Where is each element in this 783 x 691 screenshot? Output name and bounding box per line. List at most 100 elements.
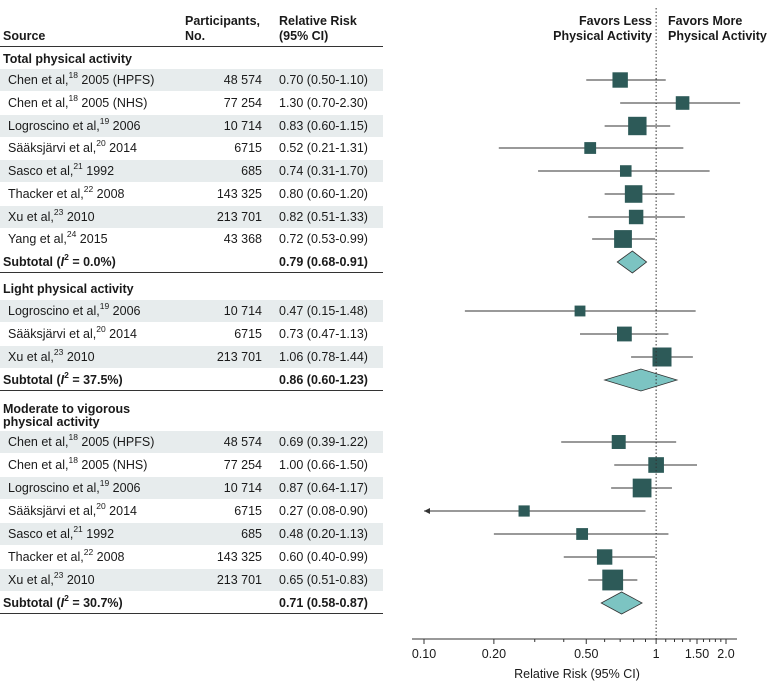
participants-count: 213 701 — [216, 210, 262, 224]
group-title: Total physical activity — [3, 53, 132, 66]
subtotal-diamond — [603, 368, 679, 392]
study-detail: 2005 (HPFS) — [77, 73, 155, 87]
subtotal-prefix: Subtotal ( — [3, 373, 61, 387]
subtotal-label: Subtotal (I2 = 37.5%) — [3, 371, 123, 387]
participants-count: 143 325 — [216, 187, 262, 201]
table-row: Sääksjärvi et al,20 2014 6715 0.27 (0.08-0… — [0, 500, 383, 522]
subtotal-prefix: Subtotal ( — [3, 255, 61, 269]
table-row: Chen et al,18 2005 (HPFS) 48 574 0.69 (0.3… — [0, 431, 383, 453]
point-estimate-square — [574, 305, 586, 317]
relative-risk-ci: 0.70 (0.50-1.10) — [279, 73, 368, 87]
subtotal-row: Subtotal (I2 = 30.7%) 0.71 (0.58-0.87) — [0, 592, 383, 614]
i2-superscript: 2 — [64, 593, 69, 604]
subtotal-label: Subtotal (I2 = 0.0%) — [3, 253, 116, 269]
study-source: Sääksjärvi et al,20 2014 — [8, 138, 137, 155]
study-detail: 2006 — [109, 481, 141, 495]
point-estimate-square — [602, 569, 624, 591]
study-author: Chen et al, — [8, 73, 69, 87]
relative-risk-ci: 1.30 (0.70-2.30) — [279, 96, 368, 110]
participants-count: 77 254 — [223, 96, 262, 110]
subtotal-label: Subtotal (I2 = 30.7%) — [3, 593, 123, 610]
study-source: Logroscino et al,19 2006 — [8, 301, 140, 318]
header-divider — [0, 46, 383, 47]
study-detail: 2014 — [105, 327, 137, 341]
reference-superscript: 19 — [99, 301, 110, 312]
x-tick-label: 2.0 — [717, 647, 734, 661]
relative-risk-header: Relative Risk (95% CI) — [279, 14, 357, 44]
relative-risk-ci: 0.60 (0.40-0.99) — [279, 550, 368, 564]
study-detail: 2015 — [76, 232, 108, 246]
study-author: Logroscino et al, — [8, 119, 100, 133]
subtotal-row: Subtotal (I2 = 37.5%) 0.86 (0.60-1.23) — [0, 369, 383, 391]
point-estimate-square — [576, 528, 589, 540]
point-estimate-square — [616, 326, 632, 342]
reference-superscript: 21 — [73, 161, 83, 172]
study-author: Chen et al, — [8, 96, 69, 110]
study-detail: 2008 — [93, 550, 125, 564]
participants-count: 48 574 — [223, 73, 262, 87]
subtotal-diamond — [600, 591, 643, 615]
reference-superscript: 19 — [99, 478, 110, 489]
participants-count: 10 714 — [223, 304, 262, 318]
table-row: Xu et al,23 2010 213 701 1.06 (0.78-1.44) — [0, 346, 383, 368]
reference-superscript: 23 — [53, 347, 64, 358]
x-tick-label: 0.50 — [574, 647, 598, 661]
point-estimate-square — [518, 505, 530, 517]
point-estimate-square — [628, 209, 644, 225]
favors-less-line2: Physical Activity — [553, 29, 652, 43]
table-row: Sasco et al,21 1992 685 0.48 (0.20-1.13) — [0, 523, 383, 545]
table-row: Logroscino et al,19 2006 10 714 0.87 (0.64… — [0, 477, 383, 499]
relative-risk-ci: 0.74 (0.31-1.70) — [279, 164, 368, 178]
participants-count: 43 368 — [223, 232, 262, 246]
relative-risk-ci: 0.72 (0.53-0.99) — [279, 232, 368, 246]
source-header: Source — [3, 29, 46, 43]
study-source: Sääksjärvi et al,20 2014 — [8, 325, 137, 341]
point-estimate-square — [619, 165, 632, 177]
subtotal-prefix: Subtotal ( — [3, 596, 61, 610]
relative-risk-header-line2: (95% CI) — [279, 29, 329, 43]
reference-superscript: 18 — [68, 432, 78, 443]
table-row: Logroscino et al,19 2006 10 714 0.83 (0.60… — [0, 115, 383, 137]
study-author: Chen et al, — [8, 435, 69, 449]
relative-risk-ci: 0.73 (0.47-1.13) — [279, 327, 368, 341]
study-source: Yang et al,24 2015 — [8, 229, 108, 246]
study-source: Chen et al,18 2005 (NHS) — [8, 93, 148, 110]
table-row: Chen et al,18 2005 (HPFS) 48 574 0.70 (0.5… — [0, 69, 383, 91]
study-detail: 2005 (NHS) — [77, 96, 148, 110]
table-row: Thacker et al,22 2008 143 325 0.80 (0.60-1… — [0, 183, 383, 205]
study-source: Sasco et al,21 1992 — [8, 525, 115, 541]
study-author: Thacker et al, — [8, 550, 84, 564]
reference-superscript: 19 — [99, 116, 110, 127]
study-author: Thacker et al, — [8, 187, 84, 201]
reference-superscript: 23 — [53, 207, 64, 218]
reference-superscript: 24 — [66, 229, 77, 240]
reference-superscript: 23 — [53, 570, 64, 581]
reference-superscript: 18 — [68, 93, 78, 104]
reference-superscript: 20 — [96, 138, 106, 149]
point-estimate-square — [611, 435, 626, 449]
table-row: Chen et al,18 2005 (NHS) 77 254 1.30 (0.70… — [0, 92, 383, 114]
group-title-line2: physical activity — [3, 415, 100, 429]
group-title-line1: Light physical activity — [3, 282, 134, 296]
study-author: Sasco et al, — [8, 164, 74, 178]
study-detail: 2014 — [105, 141, 137, 155]
relative-risk-ci: 0.82 (0.51-1.33) — [279, 210, 368, 224]
table-row: Sääksjärvi et al,20 2014 6715 0.52 (0.21-1… — [0, 137, 383, 159]
table-row: Chen et al,18 2005 (NHS) 77 254 1.00 (0.66… — [0, 454, 383, 476]
participants-count: 685 — [241, 164, 262, 178]
favors-more-label: Favors More Physical Activity — [668, 14, 780, 44]
table-row: Yang et al,24 2015 43 368 0.72 (0.53-0.99) — [0, 228, 383, 250]
point-estimate-square — [614, 230, 632, 248]
study-detail: 1992 — [82, 527, 115, 541]
favors-more-line2: Physical Activity — [668, 29, 767, 43]
table-row: Thacker et al,22 2008 143 325 0.60 (0.40-0… — [0, 546, 383, 568]
study-source: Logroscino et al,19 2006 — [8, 478, 141, 495]
study-author: Xu et al, — [8, 350, 54, 364]
reference-superscript: 20 — [96, 501, 106, 512]
point-estimate-square — [624, 185, 643, 203]
study-detail: 2005 (NHS) — [77, 458, 148, 472]
table-row: Sääksjärvi et al,20 2014 6715 0.73 (0.47-1… — [0, 323, 383, 345]
participants-count: 6715 — [234, 504, 262, 518]
reference-superscript: 18 — [68, 70, 78, 81]
x-tick-label: 1.50 — [685, 647, 709, 661]
